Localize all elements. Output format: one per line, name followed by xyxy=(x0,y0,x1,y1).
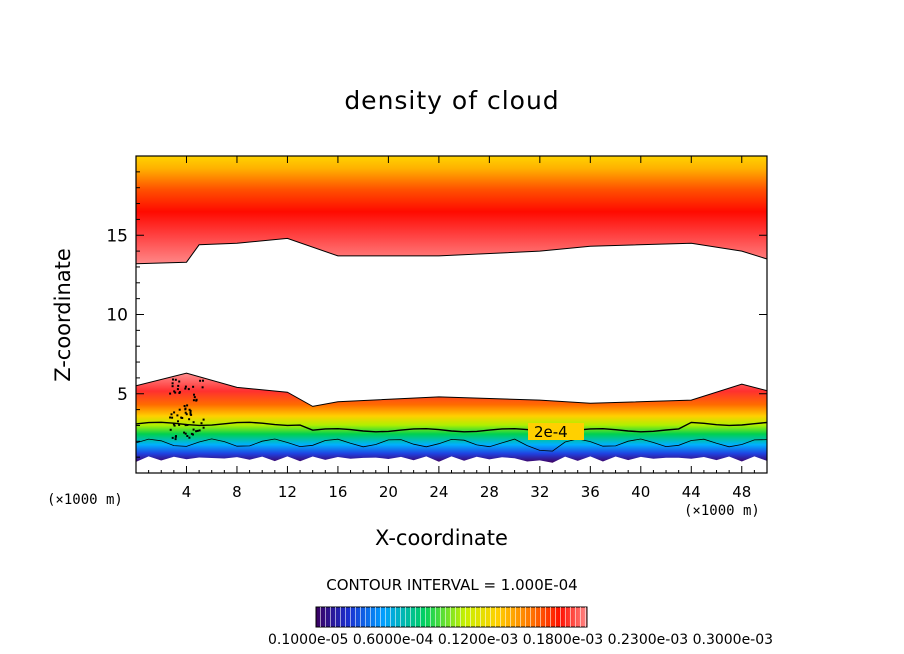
x-tick-label: 32 xyxy=(530,483,549,501)
speckle-mark xyxy=(183,431,186,434)
speckle-mark xyxy=(178,392,181,394)
speckle-cluster xyxy=(169,378,205,441)
speckle-mark xyxy=(192,428,195,431)
speckle-mark xyxy=(184,432,187,435)
lower-cloud-band xyxy=(136,373,767,463)
speckle-mark xyxy=(171,416,174,419)
speckle-mark xyxy=(192,385,195,388)
y-tick-label: 15 xyxy=(106,226,128,246)
contour-label-bg xyxy=(528,423,584,440)
speckle-mark xyxy=(188,408,191,411)
speckle-mark xyxy=(184,387,187,390)
x-tick-label: 40 xyxy=(631,483,650,501)
x-tick-label: 44 xyxy=(682,483,701,501)
contour-interval-text: CONTOUR INTERVAL = 1.000E-04 xyxy=(326,576,578,594)
speckle-mark xyxy=(169,428,172,431)
speckle-mark xyxy=(195,430,198,433)
speckle-mark xyxy=(184,408,187,411)
speckle-mark xyxy=(202,379,204,382)
speckle-mark xyxy=(176,414,179,417)
x-tick-label: 16 xyxy=(328,483,347,501)
x-axis-ticks: 4 8 12 16 20 24 28 32 36 40 44 48 xyxy=(148,156,755,501)
x-tick-label: 12 xyxy=(278,483,297,501)
lower-cloud-contour xyxy=(136,372,767,407)
speckle-mark xyxy=(186,404,189,407)
speckle-mark xyxy=(172,423,175,426)
speckle-mark xyxy=(176,388,179,391)
speckle-mark xyxy=(184,385,187,388)
speckle-mark xyxy=(183,405,186,407)
upper-cloud-contour xyxy=(136,237,767,265)
speckle-mark xyxy=(186,435,189,437)
speckle-mark xyxy=(184,411,187,414)
speckle-mark xyxy=(199,379,202,382)
speckle-mark xyxy=(177,384,180,387)
speckle-mark xyxy=(171,382,174,385)
speckle-mark xyxy=(171,385,174,388)
speckle-mark xyxy=(195,399,198,402)
colorbar-labels: 0.1000e-05 0.6000e-04 0.1200e-03 0.1800e… xyxy=(268,632,774,648)
x-tick-label: 36 xyxy=(581,483,600,501)
speckle-mark xyxy=(174,378,177,381)
x-unit-left: (×1000 m) xyxy=(47,492,123,508)
speckle-mark xyxy=(200,422,203,425)
speckle-mark xyxy=(192,399,195,402)
x-axis-label: X-coordinate xyxy=(375,526,508,550)
upper-cloud-band xyxy=(136,156,767,264)
speckle-mark xyxy=(202,426,205,429)
x-tick-label: 24 xyxy=(429,483,448,501)
speckle-mark xyxy=(174,435,177,438)
speckle-mark xyxy=(202,418,205,421)
y-tick-label: 10 xyxy=(106,306,128,326)
speckle-mark xyxy=(174,391,177,394)
speckle-mark xyxy=(169,392,172,395)
y-tick-label: 5 xyxy=(117,385,128,405)
speckle-mark xyxy=(177,420,179,423)
contour-label: 2e-4 xyxy=(534,423,568,441)
speckle-mark xyxy=(170,413,173,416)
speckle-mark xyxy=(201,386,204,389)
speckle-mark xyxy=(196,429,199,432)
speckle-mark xyxy=(193,396,196,399)
speckle-mark xyxy=(188,418,191,421)
y-axis-ticks: 5 10 15 xyxy=(106,171,767,458)
x-tick-label: 28 xyxy=(480,483,499,501)
speckle-mark xyxy=(189,411,192,414)
contour-line-2e-4 xyxy=(136,421,767,433)
speckle-mark xyxy=(173,411,176,414)
speckle-mark xyxy=(178,380,181,383)
speckle-mark xyxy=(188,436,191,439)
x-tick-label: 20 xyxy=(379,483,398,501)
x-tick-label: 48 xyxy=(732,483,751,501)
speckle-mark xyxy=(180,416,183,419)
colorbar-stripes xyxy=(316,607,587,627)
speckle-mark xyxy=(178,408,181,411)
speckle-mark xyxy=(192,433,194,436)
speckle-mark xyxy=(189,409,192,412)
x-tick-label: 4 xyxy=(182,483,192,501)
contour-line-low xyxy=(136,438,767,452)
speckle-mark xyxy=(171,436,174,439)
chart-title: density of cloud xyxy=(344,86,560,115)
speckle-mark xyxy=(174,438,177,441)
speckle-mark xyxy=(173,390,176,393)
speckle-mark xyxy=(190,432,193,435)
speckle-mark xyxy=(193,393,195,396)
speckle-mark xyxy=(185,413,188,416)
speckle-mark xyxy=(198,429,201,432)
speckle-mark xyxy=(192,421,195,424)
speckle-mark xyxy=(173,424,176,427)
speckle-mark xyxy=(187,388,190,391)
speckle-mark xyxy=(190,413,193,416)
x-unit-right: (×1000 m) xyxy=(684,503,760,519)
speckle-mark xyxy=(178,423,181,426)
speckle-mark xyxy=(172,378,174,381)
speckle-mark xyxy=(169,416,172,419)
speckle-mark xyxy=(185,423,188,426)
x-tick-label: 8 xyxy=(232,483,242,501)
y-axis-label: Z-coordinate xyxy=(51,248,75,382)
